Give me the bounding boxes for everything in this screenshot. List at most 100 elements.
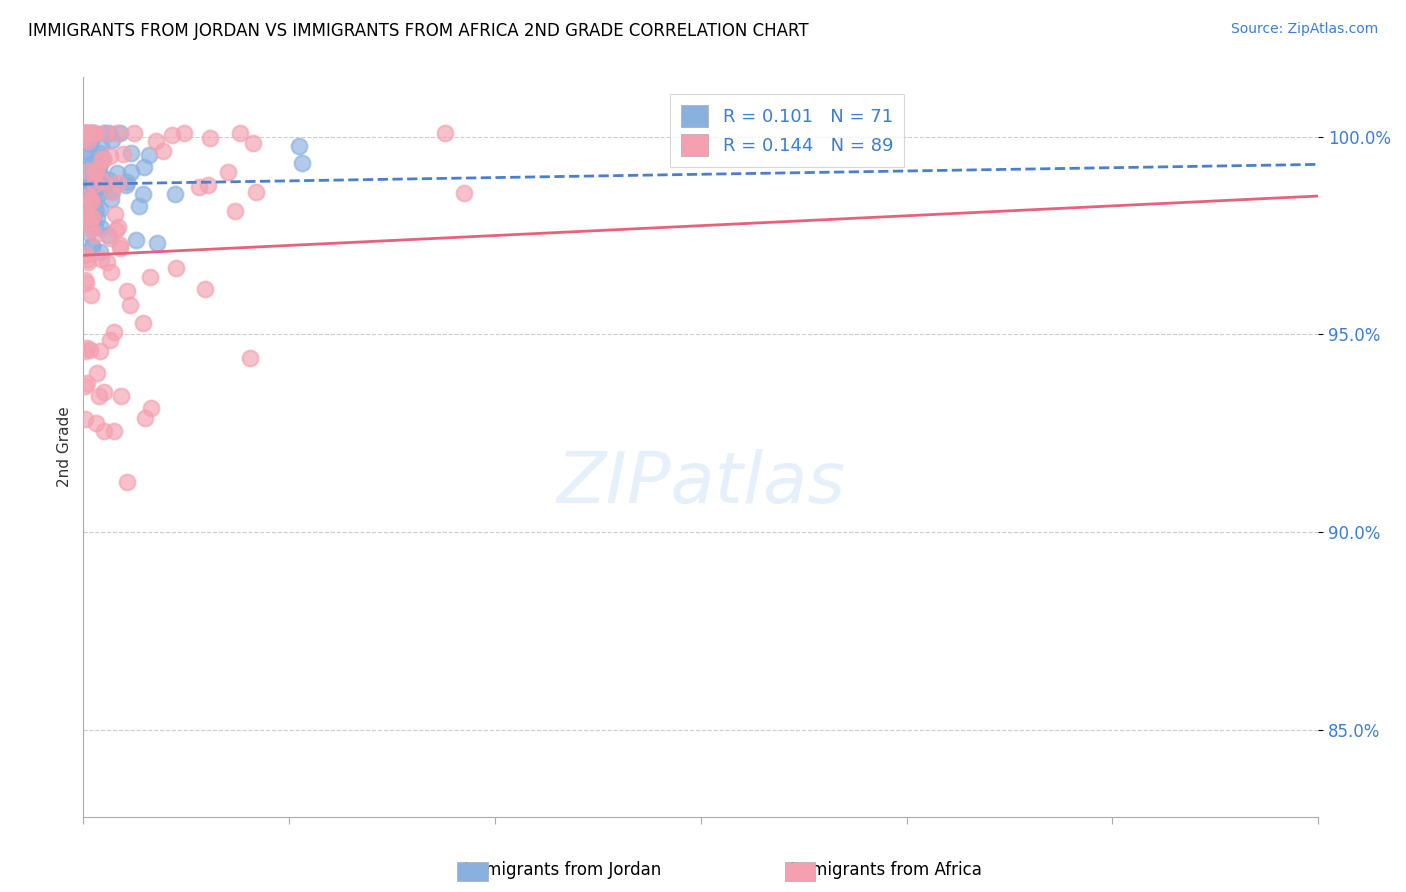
Point	[80, 156, 103, 170]
Point	[134, 160, 156, 174]
Point	[84, 417, 107, 431]
Point	[110, 126, 132, 140]
Text: ZIPatlas: ZIPatlas	[557, 450, 845, 518]
Point	[90, 139, 112, 153]
Point	[79, 183, 101, 197]
Point	[98, 333, 121, 347]
Legend: R = 0.101   N = 71, R = 0.144   N = 89: R = 0.101 N = 71, R = 0.144 N = 89	[671, 94, 904, 167]
Point	[188, 180, 211, 194]
Point	[103, 325, 125, 339]
Point	[90, 252, 112, 266]
Point	[91, 174, 114, 188]
Point	[79, 208, 101, 222]
Point	[120, 165, 142, 179]
Point	[79, 188, 101, 202]
Point	[110, 389, 132, 403]
Point	[80, 133, 103, 147]
Point	[87, 187, 110, 202]
Point	[93, 126, 115, 140]
Point	[160, 128, 183, 142]
Point	[80, 221, 103, 235]
Point	[75, 412, 97, 426]
Point	[108, 238, 131, 252]
Point	[75, 126, 97, 140]
Point	[82, 214, 104, 228]
Point	[76, 144, 98, 158]
Point	[291, 155, 314, 169]
Point	[112, 147, 135, 161]
Point	[79, 193, 101, 207]
Point	[173, 126, 195, 140]
Y-axis label: 2nd Grade: 2nd Grade	[58, 407, 72, 487]
Point	[75, 343, 97, 358]
Point	[77, 190, 100, 204]
Point	[82, 238, 104, 252]
Point	[86, 211, 108, 225]
Point	[80, 210, 103, 224]
Point	[76, 126, 98, 140]
Point	[76, 254, 98, 268]
Point	[75, 171, 97, 186]
Point	[91, 153, 114, 167]
Point	[139, 269, 162, 284]
Point	[98, 231, 121, 245]
Point	[82, 126, 104, 140]
Point	[103, 424, 125, 438]
Point	[115, 175, 138, 189]
Point	[101, 133, 124, 147]
Point	[122, 126, 145, 140]
Point	[145, 235, 167, 250]
Point	[82, 240, 104, 254]
Point	[86, 161, 108, 176]
Point	[89, 158, 111, 172]
Point	[83, 126, 105, 140]
Point	[75, 209, 97, 223]
Point	[91, 152, 114, 166]
Point	[145, 134, 167, 148]
Point	[100, 186, 122, 200]
Point	[83, 187, 105, 202]
Point	[98, 126, 121, 140]
Point	[115, 475, 138, 489]
Point	[245, 185, 267, 199]
Point	[75, 181, 97, 195]
Point	[107, 177, 129, 191]
Point	[194, 282, 217, 296]
Point	[75, 273, 97, 287]
Point	[76, 376, 98, 390]
Point	[80, 288, 103, 302]
Point	[107, 126, 129, 140]
Point	[107, 220, 129, 235]
Point	[89, 343, 111, 358]
Point	[83, 228, 105, 243]
Point	[79, 343, 101, 358]
Point	[82, 210, 104, 224]
Point	[97, 228, 120, 243]
Point	[93, 424, 115, 438]
Point	[165, 261, 187, 276]
Point	[98, 173, 121, 187]
Point	[242, 136, 264, 150]
Point	[75, 148, 97, 162]
Point	[76, 341, 98, 355]
Point	[76, 186, 98, 200]
Point	[288, 138, 311, 153]
Point	[75, 126, 97, 140]
Point	[75, 131, 97, 145]
Point	[86, 366, 108, 380]
Point	[77, 164, 100, 178]
Point	[76, 126, 98, 140]
Point	[128, 199, 150, 213]
Point	[75, 126, 97, 140]
Point	[90, 220, 112, 235]
Point	[87, 163, 110, 178]
Point	[89, 202, 111, 216]
Point	[76, 252, 98, 267]
Point	[90, 169, 112, 184]
Point	[76, 188, 98, 202]
Point	[75, 248, 97, 262]
Point	[91, 151, 114, 165]
Point	[80, 174, 103, 188]
Point	[79, 126, 101, 140]
Point	[138, 147, 160, 161]
